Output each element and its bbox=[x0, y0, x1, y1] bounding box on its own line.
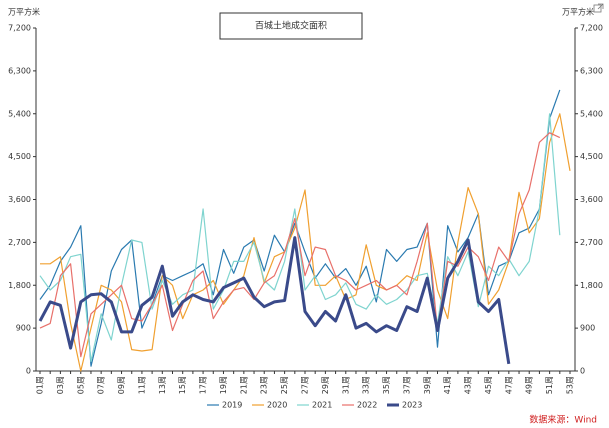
x-tick-label: 45周 bbox=[484, 376, 493, 394]
chart-title: 百城土地成交面积 bbox=[255, 20, 327, 32]
x-tick-label: 07周 bbox=[97, 376, 106, 394]
x-tick-label: 05周 bbox=[76, 376, 85, 394]
x-tick-label: 15周 bbox=[178, 376, 187, 394]
y-tick-label: 2,700 bbox=[8, 238, 31, 247]
series-line bbox=[39, 89, 561, 367]
x-tick-label: 35周 bbox=[382, 376, 391, 394]
x-tick-label: 11周 bbox=[137, 376, 146, 394]
y2-tick-label: 1,800 bbox=[580, 281, 603, 290]
legend-label: 2019 bbox=[222, 401, 242, 410]
y-tick-label: 6,300 bbox=[8, 66, 31, 75]
y-tick-label: 1,800 bbox=[8, 281, 31, 290]
y-tick-label: 5,400 bbox=[8, 109, 31, 118]
external-link-icon[interactable] bbox=[593, 3, 604, 13]
y-tick-label: 0 bbox=[26, 367, 31, 376]
x-tick-label: 41周 bbox=[443, 376, 452, 394]
x-tick-label: 21周 bbox=[239, 376, 248, 394]
x-tick-label: 25周 bbox=[280, 376, 289, 394]
x-tick-label: 31周 bbox=[341, 376, 350, 394]
y2-tick-label: 0 bbox=[580, 367, 585, 376]
legend-label: 2021 bbox=[312, 401, 332, 410]
x-tick-label: 53周 bbox=[566, 376, 575, 394]
y-tick-label: 3,600 bbox=[8, 195, 31, 204]
x-tick-label: 27周 bbox=[301, 376, 310, 394]
x-tick-label: 19周 bbox=[219, 376, 228, 394]
legend-label: 2020 bbox=[267, 401, 287, 410]
x-tick-label: 37周 bbox=[402, 376, 411, 394]
x-tick-label: 51周 bbox=[545, 376, 554, 394]
series-line bbox=[39, 132, 561, 358]
x-tick-label: 39周 bbox=[423, 376, 432, 394]
y2-tick-label: 4,500 bbox=[580, 152, 603, 161]
y-axis-unit: 万平方米 bbox=[8, 7, 40, 17]
y2-tick-label: 3,600 bbox=[580, 195, 603, 204]
x-tick-label: 09周 bbox=[117, 376, 126, 394]
x-tick-label: 23周 bbox=[260, 376, 269, 394]
series-line bbox=[38, 236, 511, 365]
x-tick-label: 47周 bbox=[504, 376, 513, 394]
title-box bbox=[219, 12, 363, 40]
series-line bbox=[40, 113, 571, 372]
y2-tick-label: 5,400 bbox=[580, 109, 603, 118]
legend-label: 2023 bbox=[402, 401, 422, 410]
y-tick-label: 4,500 bbox=[8, 152, 31, 161]
y2-axis-unit: 万平方米 bbox=[562, 7, 594, 17]
y-tick-label: 7,200 bbox=[8, 24, 31, 33]
y2-tick-label: 6,300 bbox=[580, 66, 603, 75]
x-tick-label: 17周 bbox=[199, 376, 208, 394]
x-tick-label: 13周 bbox=[158, 376, 167, 394]
legend-label: 2022 bbox=[357, 401, 377, 410]
x-tick-label: 43周 bbox=[464, 376, 473, 394]
y-tick-label: 900 bbox=[16, 324, 31, 333]
y2-tick-label: 900 bbox=[580, 324, 595, 333]
x-tick-label: 29周 bbox=[321, 376, 330, 394]
y2-tick-label: 2,700 bbox=[580, 238, 603, 247]
x-tick-label: 33周 bbox=[362, 376, 371, 394]
y2-tick-label: 7,200 bbox=[580, 24, 603, 33]
x-tick-label: 01周 bbox=[36, 376, 45, 394]
source-note: 数据来源：Wind bbox=[529, 414, 597, 426]
x-tick-label: 49周 bbox=[525, 376, 534, 394]
x-tick-label: 03周 bbox=[56, 376, 65, 394]
